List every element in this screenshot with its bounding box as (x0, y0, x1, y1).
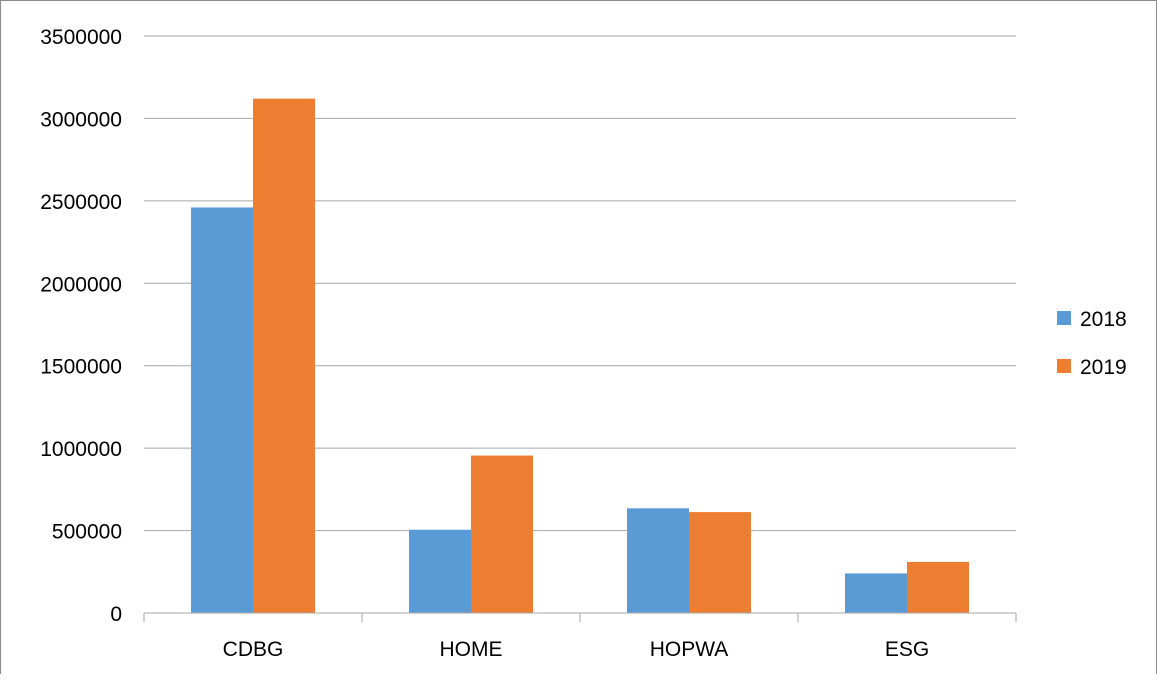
x-tick-label: CDBG (223, 638, 284, 661)
legend: 2018 2019 (1057, 308, 1127, 379)
y-tick-label: 3000000 (40, 108, 122, 131)
legend-swatch-2018 (1057, 311, 1071, 325)
x-tick-label: HOME (440, 638, 503, 661)
x-tick-label: HOPWA (650, 638, 729, 661)
y-tick-label: 2000000 (40, 273, 122, 296)
bar-hopwa-2018 (627, 508, 689, 613)
y-tick-label: 1500000 (40, 356, 122, 379)
x-axis-tick-labels: CDBG HOME HOPWA ESG (223, 638, 930, 661)
bar-esg-2018 (845, 573, 907, 613)
bar-cdbg-2018 (191, 207, 253, 614)
x-tick-label: ESG (885, 638, 929, 661)
bar-cdbg-2019 (253, 98, 315, 614)
x-axis (143, 612, 1017, 622)
y-tick-label: 0 (110, 603, 122, 626)
legend-label-2019: 2019 (1080, 356, 1127, 379)
bar-home-2019 (471, 455, 533, 613)
bar-hopwa-2019 (689, 512, 751, 613)
y-tick-label: 2500000 (40, 191, 122, 214)
bar-esg-2019 (907, 561, 969, 613)
y-axis-tick-labels: 0 500000 1000000 1500000 2000000 2500000 30000… (40, 26, 122, 626)
legend-label-2018: 2018 (1080, 308, 1127, 331)
y-tick-label: 1000000 (40, 438, 122, 461)
y-tick-label: 3500000 (40, 26, 122, 49)
legend-swatch-2019 (1057, 359, 1071, 373)
bar-home-2018 (409, 529, 471, 613)
bars (191, 98, 969, 614)
y-tick-label: 500000 (52, 521, 122, 544)
